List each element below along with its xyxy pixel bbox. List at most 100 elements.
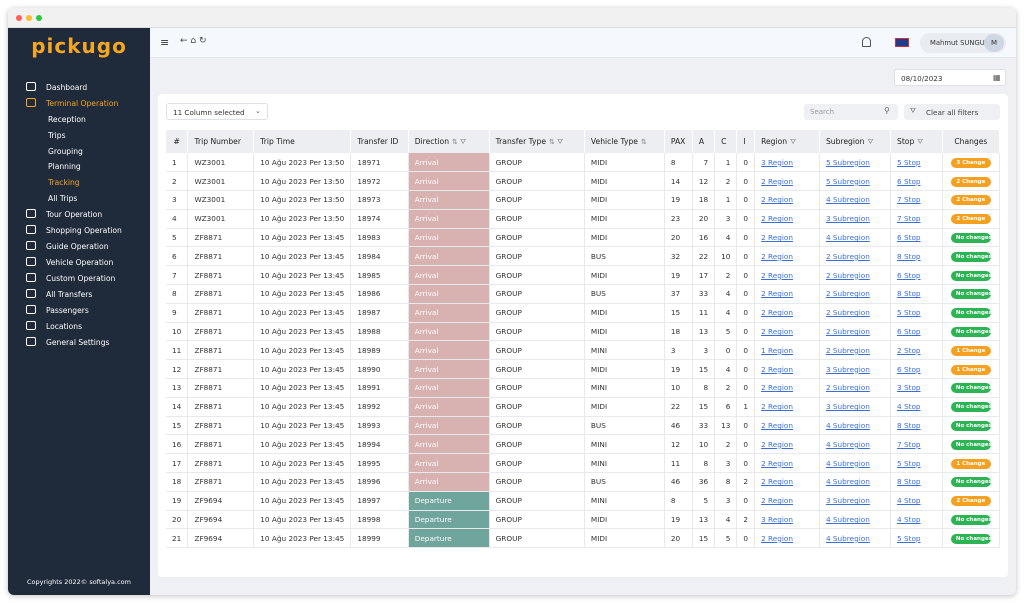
search-input[interactable]: Search ⚲ — [804, 104, 898, 120]
link[interactable]: 6 Stop — [897, 233, 921, 242]
change-badge[interactable]: No changes — [951, 402, 991, 412]
header-icon[interactable]: ⇅ ⛛ — [452, 138, 466, 146]
change-badge[interactable]: No changes — [951, 440, 991, 450]
change-badge[interactable]: No changes — [951, 383, 991, 393]
header-icon[interactable]: ⛛ — [917, 138, 923, 146]
link[interactable]: 2 Subregion — [826, 289, 870, 298]
header-icon[interactable]: ⛛ — [790, 138, 796, 146]
column-header[interactable]: Vehicle Type⇅ — [584, 130, 664, 153]
menu-item[interactable]: Vehicle Operation — [46, 258, 113, 267]
column-header[interactable]: Changes — [942, 130, 999, 153]
change-badge[interactable]: No changes — [951, 327, 991, 337]
link[interactable]: 4 Stop — [897, 515, 921, 524]
header-icon[interactable]: ⛛ — [867, 138, 873, 146]
link[interactable]: 5 Stop — [897, 459, 921, 468]
date-input[interactable]: 08/10/2023 ▦ — [894, 69, 1006, 86]
link[interactable]: 6 Stop — [897, 365, 921, 374]
link[interactable]: 2 Region — [761, 383, 793, 392]
minimize-dot[interactable] — [26, 15, 32, 21]
menu-toggle[interactable]: ≡ — [160, 36, 169, 49]
menu-item[interactable]: All Transfers — [46, 290, 92, 299]
column-select[interactable]: 11 Column selected ⌄ — [166, 103, 268, 120]
link[interactable]: 6 Stop — [897, 177, 921, 186]
link[interactable]: 5 Stop — [897, 308, 921, 317]
change-badge[interactable]: No changes — [951, 252, 991, 262]
submenu-item[interactable]: Grouping — [48, 147, 83, 156]
link[interactable]: 2 Subregion — [826, 383, 870, 392]
link[interactable]: 8 Stop — [897, 477, 921, 486]
link[interactable]: 7 Stop — [897, 440, 921, 449]
link[interactable]: 5 Stop — [897, 534, 921, 543]
menu-item[interactable]: Shopping Operation — [46, 226, 122, 235]
change-badge[interactable]: 2 Change — [951, 195, 991, 205]
link[interactable]: 2 Region — [761, 252, 793, 261]
logo[interactable]: pickugo — [8, 34, 150, 58]
header-icon[interactable]: ⇅ — [641, 138, 647, 146]
change-badge[interactable]: No changes — [951, 308, 991, 318]
column-header[interactable]: A — [692, 130, 714, 153]
link[interactable]: 2 Subregion — [826, 346, 870, 355]
link[interactable]: 2 Region — [761, 477, 793, 486]
clear-filters-button[interactable]: ⛛ Clear all filters — [904, 104, 1000, 120]
link[interactable]: 2 Region — [761, 289, 793, 298]
link[interactable]: 3 Subregion — [826, 365, 870, 374]
flag-icon[interactable] — [895, 38, 909, 47]
change-badge[interactable]: No changes — [951, 477, 991, 487]
link[interactable]: 4 Subregion — [826, 440, 870, 449]
link[interactable]: 4 Subregion — [826, 459, 870, 468]
link[interactable]: 5 Subregion — [826, 177, 870, 186]
link[interactable]: 2 Subregion — [826, 271, 870, 280]
change-badge[interactable]: 1 Change — [951, 365, 991, 375]
link[interactable]: 2 Region — [761, 327, 793, 336]
link[interactable]: 3 Region — [761, 515, 793, 524]
menu-item[interactable]: Terminal Operation — [46, 99, 118, 108]
column-header[interactable]: PAX — [664, 130, 692, 153]
link[interactable]: 1 Region — [761, 346, 793, 355]
column-header[interactable]: Trip Number — [188, 130, 254, 153]
link[interactable]: 2 Stop — [897, 346, 921, 355]
menu-item[interactable]: General Settings — [46, 338, 110, 347]
link[interactable]: 4 Subregion — [826, 534, 870, 543]
change-badge[interactable]: 2 Change — [951, 214, 991, 224]
change-badge[interactable]: 1 Change — [951, 346, 991, 356]
column-header[interactable]: I — [737, 130, 755, 153]
menu-item[interactable]: Passengers — [46, 306, 89, 315]
link[interactable]: 2 Region — [761, 421, 793, 430]
link[interactable]: 2 Region — [761, 177, 793, 186]
link[interactable]: 3 Subregion — [826, 496, 870, 505]
column-header[interactable]: Transfer ID — [351, 130, 408, 153]
link[interactable]: 6 Stop — [897, 327, 921, 336]
change-badge[interactable]: No changes — [951, 289, 991, 299]
change-badge[interactable]: 1 Change — [951, 459, 991, 469]
link[interactable]: 7 Stop — [897, 214, 921, 223]
link[interactable]: 5 Subregion — [826, 158, 870, 167]
column-header[interactable]: Stop⛛ — [891, 130, 943, 153]
link[interactable]: 5 Stop — [897, 158, 921, 167]
submenu-item[interactable]: Tracking — [48, 178, 80, 187]
column-header[interactable]: C — [715, 130, 737, 153]
link[interactable]: 3 Subregion — [826, 402, 870, 411]
change-badge[interactable]: No changes — [951, 233, 991, 243]
change-badge[interactable]: No changes — [951, 534, 991, 544]
link[interactable]: 2 Region — [761, 195, 793, 204]
link[interactable]: 4 Stop — [897, 402, 921, 411]
link[interactable]: 4 Stop — [897, 496, 921, 505]
change-badge[interactable]: No changes — [951, 421, 991, 431]
link[interactable]: 2 Subregion — [826, 308, 870, 317]
link[interactable]: 2 Region — [761, 214, 793, 223]
user-chip[interactable]: Mahmut SUNGUR M — [920, 33, 1006, 53]
column-header[interactable]: Subregion⛛ — [819, 130, 890, 153]
link[interactable]: 2 Region — [761, 534, 793, 543]
change-badge[interactable]: 2 Change — [951, 496, 991, 506]
submenu-item[interactable]: Planning — [48, 162, 81, 171]
menu-item[interactable]: Locations — [46, 322, 82, 331]
submenu-item[interactable]: Reception — [48, 115, 86, 124]
change-badge[interactable]: No changes — [951, 515, 991, 525]
link[interactable]: 3 Region — [761, 158, 793, 167]
zoom-dot[interactable] — [36, 15, 42, 21]
close-dot[interactable] — [16, 15, 22, 21]
link[interactable]: 2 Region — [761, 496, 793, 505]
menu-item[interactable]: Dashboard — [46, 83, 87, 92]
link[interactable]: 2 Subregion — [826, 252, 870, 261]
link[interactable]: 4 Subregion — [826, 477, 870, 486]
